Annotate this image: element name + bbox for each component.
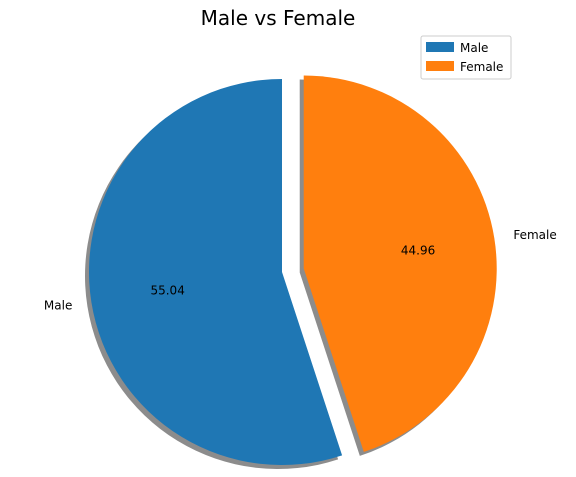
slice-value-male: 55.04 — [150, 283, 184, 297]
pie-slices — [88, 75, 497, 466]
slice-value-female: 44.96 — [401, 243, 435, 257]
legend: Male Female — [420, 35, 512, 80]
pie-labels: Male 55.04 Female 44.96 — [44, 228, 557, 312]
legend-swatch-male — [426, 42, 454, 52]
legend-label-male: Male — [460, 41, 488, 55]
pie-slice-female — [303, 75, 497, 452]
chart-title: Male vs Female — [201, 6, 356, 30]
legend-swatch-female — [426, 61, 454, 71]
pie-slice-male — [88, 79, 343, 466]
slice-label-female: Female — [513, 228, 556, 242]
legend-label-female: Female — [460, 60, 503, 74]
slice-label-male: Male — [44, 298, 72, 312]
